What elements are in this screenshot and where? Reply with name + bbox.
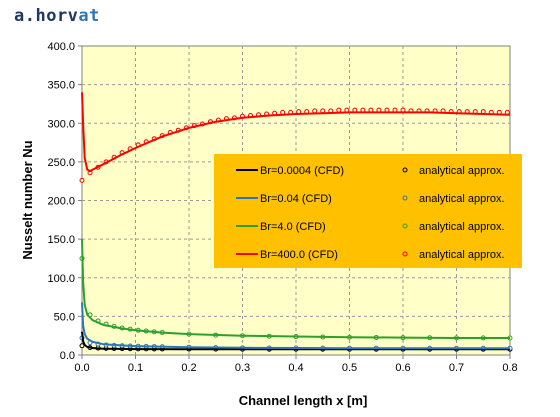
legend-label: Br=0.0004 (CFD) [260,165,344,177]
legend-box [214,154,522,268]
x-tick-label: 0.2 [181,362,196,374]
y-axis-label: Nusselt number Nu [20,140,35,259]
legend-label: analytical approx. [419,165,505,177]
y-tick-label: 100.0 [47,273,75,285]
x-tick-label: 0.3 [235,362,250,374]
series-layer [79,92,513,352]
y-tick-label: 350.0 [47,80,75,92]
y-tick-label: 50.0 [54,311,75,323]
cfd-line-series [81,331,510,351]
x-tick-label: 0.0 [74,362,89,374]
brand-logo-part1: a.horv [14,6,79,26]
legend-marker-swatch [402,195,408,201]
legend-marker-swatch [402,223,408,229]
legend-marker-swatch [402,251,408,257]
x-tick-label: 0.4 [288,362,303,374]
x-tick-label: 0.8 [502,362,517,374]
y-tick-label: 300.0 [47,118,75,130]
legend-label: Br=400.0 (CFD) [260,249,338,261]
legend-label: analytical approx. [419,249,505,261]
legend-label: analytical approx. [419,193,505,205]
x-tick-label: 0.1 [128,362,143,374]
legend: Br=0.0004 (CFD) Br=0.04 (CFD) Br=4.0 (CFD)… [214,154,522,268]
x-tick-label: 0.6 [395,362,410,374]
data-point [336,107,342,113]
data-point [79,343,85,349]
x-tick-label: 0.5 [342,362,357,374]
data-point [79,177,85,183]
legend-label: Br=0.04 (CFD) [260,193,332,205]
cfd-line-series [81,302,510,350]
legend-marker-swatch [402,167,408,173]
cfd-line-series [81,92,511,173]
legend-label: analytical approx. [419,221,505,233]
y-tick-label: 150.0 [47,234,75,246]
y-tick-label: 200.0 [47,196,75,208]
y-tick-label: 400.0 [47,41,75,53]
x-tick-label: 0.7 [449,362,464,374]
y-tick-label: 250.0 [47,157,75,169]
legend-label: Br=4.0 (CFD) [260,221,326,233]
axes: 0.0 0.1 0.2 0.3 0.4 0.5 0.6 0.7 0.8 0.0 50.0 100.0 1… [47,41,517,374]
data-point [312,108,318,114]
brand-logo-part2: at [78,6,100,26]
x-axis-label: Channel length x [m] [239,393,368,408]
y-tick-label: 0.0 [60,350,75,362]
cfd-line-series [81,239,510,339]
brand-logo: a.horvat [14,6,100,26]
